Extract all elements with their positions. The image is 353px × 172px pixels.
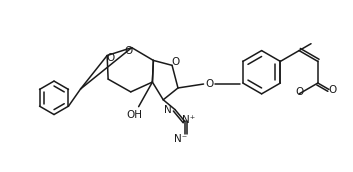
Text: O: O <box>125 46 133 56</box>
Text: N: N <box>164 105 172 115</box>
Text: O: O <box>329 85 337 95</box>
Text: N⁻: N⁻ <box>174 134 187 144</box>
Text: O: O <box>106 53 114 63</box>
Text: O: O <box>205 79 214 89</box>
Text: O: O <box>171 57 179 67</box>
Text: O: O <box>295 87 303 97</box>
Text: N⁺: N⁺ <box>182 115 196 125</box>
Text: OH: OH <box>127 110 143 120</box>
